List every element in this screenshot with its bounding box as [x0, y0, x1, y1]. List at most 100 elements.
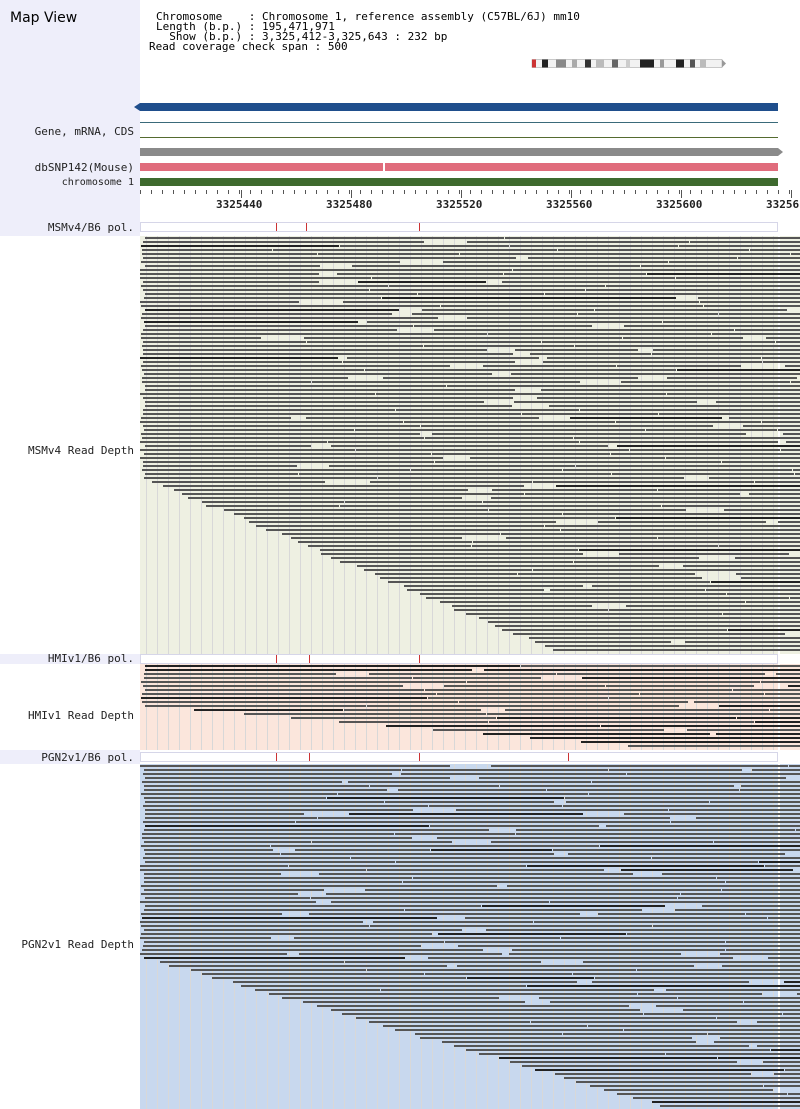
pol-mark[interactable]	[276, 753, 277, 761]
read	[516, 829, 795, 831]
read	[509, 953, 681, 955]
show-value: 3,325,412-3,325,643 : 232 bp	[261, 30, 448, 43]
read	[606, 685, 754, 687]
read	[318, 253, 459, 255]
read	[722, 965, 800, 967]
read	[678, 897, 800, 899]
pol-mark[interactable]	[419, 655, 420, 663]
ruler-tick	[338, 190, 339, 194]
ruler-label: 3325520	[436, 198, 483, 211]
read	[141, 933, 432, 935]
ruler-label: 33256	[766, 198, 800, 211]
read	[566, 801, 709, 803]
chromosome-info: Chromosome : Chromosome 1, reference ass…	[156, 11, 580, 22]
grid-line	[388, 764, 389, 1109]
pol-mark[interactable]	[309, 655, 310, 663]
ruler-label: 3325480	[326, 198, 373, 211]
grid-line	[663, 664, 664, 750]
read	[550, 901, 800, 903]
read	[535, 1069, 784, 1071]
read	[144, 477, 377, 479]
read	[457, 965, 694, 967]
read	[145, 705, 366, 707]
read	[141, 337, 261, 339]
read	[340, 505, 661, 507]
gene-bar[interactable]	[140, 103, 778, 111]
pol-mark[interactable]	[276, 655, 277, 663]
read	[586, 289, 800, 291]
read	[355, 429, 645, 431]
read	[719, 545, 800, 547]
read	[145, 405, 512, 407]
read	[142, 701, 458, 703]
read	[662, 873, 800, 875]
pol-mark[interactable]	[419, 753, 420, 761]
chromosome-bar[interactable]	[140, 178, 778, 186]
read	[145, 385, 446, 387]
read	[663, 321, 800, 323]
read	[140, 273, 319, 275]
read	[796, 829, 800, 831]
read	[454, 609, 608, 611]
cds-line[interactable]	[140, 137, 778, 138]
read	[488, 333, 711, 335]
grid-line	[696, 764, 697, 1109]
read	[311, 897, 677, 899]
read	[788, 685, 800, 687]
read	[141, 793, 337, 795]
read	[589, 793, 800, 795]
read	[404, 421, 615, 423]
read	[351, 857, 651, 859]
read	[678, 997, 800, 999]
read	[145, 309, 399, 311]
read	[669, 261, 800, 263]
read	[547, 789, 739, 791]
read	[506, 537, 657, 539]
read	[140, 865, 288, 867]
read	[281, 853, 554, 855]
read	[145, 237, 504, 239]
read	[545, 293, 800, 295]
msm-read-depth-track[interactable]	[140, 236, 800, 654]
read	[746, 913, 800, 915]
read	[513, 269, 800, 271]
hmi-read-depth-track[interactable]	[140, 664, 800, 750]
dbsnp-bar[interactable]	[140, 163, 778, 171]
ruler-tick	[162, 190, 163, 194]
read	[592, 781, 800, 783]
read	[601, 725, 800, 727]
read	[482, 905, 665, 907]
read	[152, 481, 325, 483]
pol-mark[interactable]	[568, 753, 569, 761]
pol-mark[interactable]	[306, 223, 307, 231]
ruler-tick	[327, 190, 328, 194]
read	[143, 241, 424, 243]
read	[720, 953, 800, 955]
span-info: Read coverage check span : 500	[149, 41, 348, 52]
read	[145, 813, 304, 815]
pol-mark[interactable]	[419, 223, 420, 231]
transcript-arrow-right-icon	[778, 148, 783, 156]
read	[698, 297, 800, 299]
transcript-bar[interactable]	[140, 148, 778, 156]
read	[143, 413, 521, 415]
pol-mark[interactable]	[276, 223, 277, 231]
read	[681, 893, 800, 895]
read	[666, 1053, 800, 1055]
read	[656, 1005, 800, 1007]
mrna-line[interactable]	[140, 122, 778, 123]
grid-line	[542, 664, 543, 750]
ruler-tick	[459, 190, 460, 194]
pgn-read-depth-track[interactable]	[140, 764, 800, 1109]
ruler-label: 3325600	[656, 198, 703, 211]
read	[329, 465, 575, 467]
read	[535, 641, 671, 643]
chromosome-ideogram-icon[interactable]	[530, 53, 726, 68]
read	[273, 249, 557, 251]
read	[714, 1041, 800, 1043]
read	[405, 909, 642, 911]
read	[370, 289, 585, 291]
grid-line	[300, 764, 301, 1109]
pgn-pol-label: PGN2v1/B6 pol.	[41, 751, 134, 764]
pol-mark[interactable]	[309, 753, 310, 761]
